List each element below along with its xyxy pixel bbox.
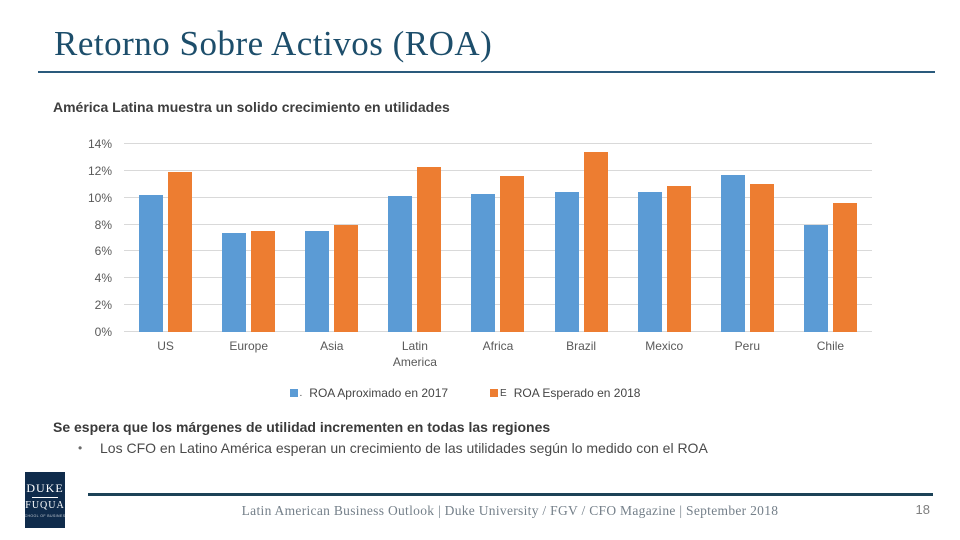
legend-artifact-text: . xyxy=(299,387,303,399)
x-axis-label: Mexico xyxy=(645,339,684,353)
bar-group xyxy=(789,144,872,332)
bar-group xyxy=(124,144,207,332)
chart-subtitle: América Latina muestra un solido crecimi… xyxy=(53,99,450,115)
x-axis-cell: Peru xyxy=(706,339,789,370)
bar xyxy=(637,192,662,332)
y-tick-label: 6% xyxy=(94,244,112,259)
x-axis-label: US xyxy=(157,339,174,353)
page-number: 18 xyxy=(915,502,930,517)
x-axis-cell: Latin America xyxy=(373,339,456,370)
bar-group xyxy=(207,144,290,332)
x-axis-label: Brazil xyxy=(566,339,597,353)
bar-group xyxy=(373,144,456,332)
x-axis-cell: Africa xyxy=(456,339,539,370)
gridline xyxy=(124,169,872,171)
bar xyxy=(305,231,330,332)
x-axis-cell: Asia xyxy=(290,339,373,370)
y-tick-label: 0% xyxy=(94,325,112,339)
legend-artifact-text: E xyxy=(500,387,507,399)
legend-swatch-icon xyxy=(289,389,298,397)
bar xyxy=(222,232,247,332)
bar-group xyxy=(290,144,373,332)
y-axis-labels: 0% 2% 4% 6% 8% 10% 12% 14% xyxy=(58,138,124,338)
x-axis-cell: Europe xyxy=(207,339,290,370)
bar xyxy=(749,184,774,332)
x-axis-label: Europe xyxy=(229,339,269,353)
bar xyxy=(471,193,496,332)
bar-group xyxy=(706,144,789,332)
bar xyxy=(720,174,745,332)
logo-fuqua-text: FUQUA xyxy=(25,500,65,511)
bar xyxy=(803,224,828,332)
takeaway-bullet-row: • Los CFO en Latino América esperan un c… xyxy=(78,440,708,456)
x-axis-labels: US Europe Asia Latin America Africa Brazil Mex… xyxy=(124,339,872,370)
gridline xyxy=(124,250,872,252)
gridline xyxy=(124,143,872,144)
page-title: Retorno Sobre Activos (ROA) xyxy=(54,24,493,63)
bar-group xyxy=(456,144,539,332)
chart-legend: . ROA Aproximado en 2017 E ROA Esperado en … xyxy=(58,386,872,400)
footer-citation: Latin American Business Outlook | Duke U… xyxy=(241,503,779,518)
gridline xyxy=(124,331,872,332)
legend-label: ROA Esperado en 2018 xyxy=(513,386,641,400)
x-axis-cell: Brazil xyxy=(540,339,623,370)
x-axis-label: Peru xyxy=(734,339,760,353)
gridline xyxy=(124,277,872,279)
x-axis-label: Asia xyxy=(320,339,344,353)
y-tick-label: 2% xyxy=(94,298,112,313)
legend-item: E ROA Esperado en 2018 xyxy=(490,386,640,400)
takeaway-heading: Se espera que los márgenes de utilidad i… xyxy=(53,419,551,435)
bar xyxy=(168,172,193,332)
title-underline xyxy=(38,71,935,73)
plot-area xyxy=(124,143,872,332)
bar xyxy=(417,166,442,332)
y-tick-label: 14% xyxy=(87,137,112,151)
gridline xyxy=(124,196,872,198)
bullet-icon: • xyxy=(78,441,83,455)
y-tick-label: 10% xyxy=(87,190,112,205)
y-tick-label: 12% xyxy=(87,163,112,178)
bar xyxy=(554,192,579,332)
bar xyxy=(500,176,525,332)
bar-group xyxy=(623,144,706,332)
y-tick-label: 4% xyxy=(94,271,112,286)
logo-school-text: SCHOOL OF BUSINESS xyxy=(21,514,69,518)
chart-inner: 0% 2% 4% 6% 8% 10% 12% 14% xyxy=(58,138,872,338)
x-axis-cell: Mexico xyxy=(623,339,706,370)
gridline xyxy=(124,223,872,225)
logo-duke-text: DUKE xyxy=(26,481,64,495)
logo-divider xyxy=(32,497,58,498)
bar xyxy=(139,195,164,332)
bar xyxy=(666,185,691,332)
x-axis-label: Chile xyxy=(816,339,845,353)
duke-fuqua-logo: DUKE FUQUA SCHOOL OF BUSINESS xyxy=(21,472,69,528)
footer-rule xyxy=(88,493,933,496)
bar-groups xyxy=(124,144,872,332)
legend-swatch-icon xyxy=(490,389,499,397)
x-axis-cell: US xyxy=(124,339,207,370)
roa-bar-chart: 0% 2% 4% 6% 8% 10% 12% 14% US Europe Asia Latin Am… xyxy=(58,138,872,378)
y-tick-label: 8% xyxy=(94,217,112,232)
x-axis-label: Latin America xyxy=(392,339,437,369)
bar xyxy=(583,152,608,332)
bar xyxy=(251,231,276,332)
gridline xyxy=(124,304,872,306)
bar xyxy=(832,203,857,332)
x-axis-label: Africa xyxy=(482,339,514,353)
bar xyxy=(388,196,413,332)
legend-item: . ROA Aproximado en 2017 xyxy=(289,386,449,400)
bar-group xyxy=(540,144,623,332)
bar xyxy=(334,224,359,332)
takeaway-bullet-text: Los CFO en Latino América esperan un cre… xyxy=(100,440,708,456)
x-axis-cell: Chile xyxy=(789,339,872,370)
legend-label: ROA Aproximado en 2017 xyxy=(309,386,449,400)
